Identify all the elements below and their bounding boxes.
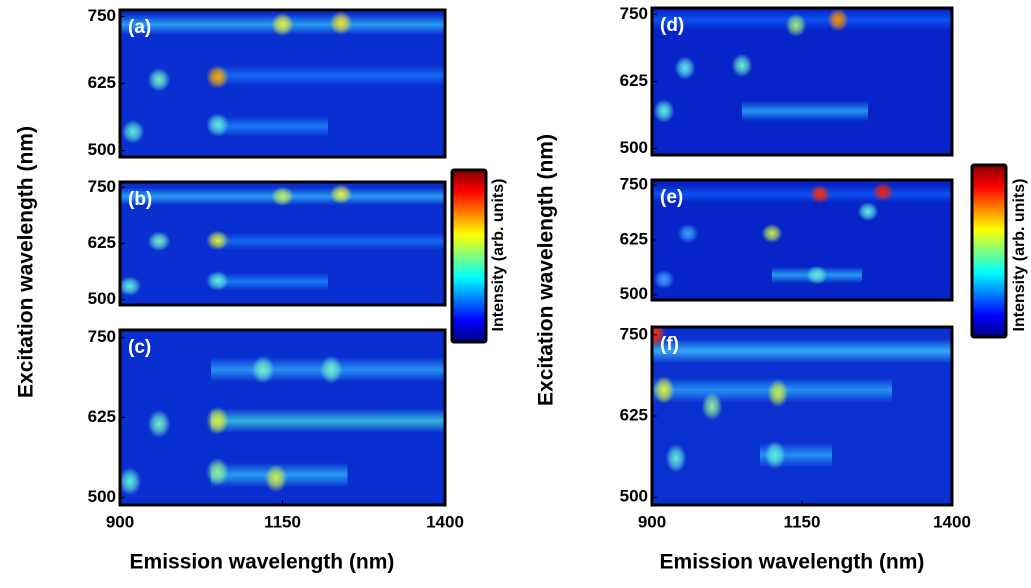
intensity-spot	[653, 375, 675, 405]
intensity-spot	[206, 457, 229, 486]
y-tick-label: 625	[620, 71, 648, 90]
colorbar-label: Intensity (arb. units)	[1011, 179, 1028, 332]
intensity-spot	[147, 231, 171, 252]
intensity-spot	[857, 201, 879, 222]
y-tick-label: 625	[88, 407, 116, 426]
colorbar	[970, 163, 1008, 339]
heatmap-panel	[652, 327, 952, 505]
intensity-spot	[206, 270, 229, 291]
y-tick-label: 500	[620, 487, 648, 506]
intensity-streak	[217, 273, 328, 291]
colorbar	[450, 168, 488, 344]
intensity-streak	[217, 65, 445, 86]
intensity-spot	[677, 223, 699, 244]
intensity-spot	[731, 53, 753, 78]
y-tick-label: 625	[620, 229, 648, 248]
intensity-spot	[206, 65, 229, 89]
panel-label: (d)	[660, 15, 684, 36]
y-tick-label: 500	[88, 487, 116, 506]
intensity-spot	[652, 327, 666, 348]
intensity-spot	[329, 184, 353, 204]
intensity-streak	[652, 338, 952, 364]
intensity-spot	[251, 355, 275, 384]
y-tick-label: 500	[88, 289, 116, 308]
panel-label: (b)	[128, 189, 152, 210]
intensity-spot	[319, 355, 343, 384]
panel-label: (f)	[660, 334, 679, 355]
intensity-streak	[217, 232, 445, 250]
colorbar-label: Intensity (arb. units)	[490, 179, 507, 332]
y-tick-label: 750	[620, 324, 648, 343]
y-tick-label: 750	[620, 175, 648, 194]
heatmap-panel	[120, 330, 445, 505]
x-tick-label: 1150	[264, 512, 301, 531]
y-tick-label: 750	[88, 6, 116, 25]
panel-label: (e)	[660, 187, 683, 208]
y-tick-label: 500	[620, 138, 648, 157]
heatmap-panel	[120, 182, 445, 305]
intensity-streak	[217, 116, 328, 137]
x-tick-label: 1400	[933, 512, 971, 531]
intensity-spot	[147, 67, 171, 92]
intensity-spot	[806, 265, 828, 285]
intensity-spot	[674, 56, 696, 80]
intensity-spot	[761, 223, 783, 244]
panel-label: (a)	[128, 17, 151, 38]
y-tick-label: 625	[88, 73, 116, 92]
intensity-spot	[271, 186, 294, 207]
intensity-spot	[206, 113, 229, 137]
intensity-spot	[665, 443, 687, 473]
x-tick-label: 1150	[784, 512, 821, 531]
intensity-spot	[120, 467, 142, 496]
panel-label: (c)	[128, 337, 151, 358]
x-tick-label: 900	[106, 512, 134, 531]
intensity-spot	[827, 8, 849, 32]
heatmap-panel	[120, 10, 445, 157]
intensity-streak	[742, 100, 868, 122]
intensity-spot	[120, 276, 142, 296]
intensity-streak	[211, 408, 445, 433]
x-axis-label: Emission wavelength (nm)	[660, 551, 925, 574]
intensity-spot	[206, 230, 229, 251]
intensity-spot	[701, 392, 723, 421]
intensity-spot	[271, 12, 294, 37]
y-tick-label: 500	[88, 140, 116, 159]
intensity-spot	[206, 406, 229, 435]
y-tick-label: 500	[620, 284, 648, 303]
intensity-spot	[785, 13, 807, 37]
y-tick-label: 750	[620, 4, 648, 23]
intensity-spot	[767, 379, 789, 408]
intensity-spot	[764, 440, 786, 470]
y-tick-label: 625	[620, 405, 648, 424]
x-axis-label: Emission wavelength (nm)	[130, 551, 395, 574]
y-tick-label: 750	[88, 327, 116, 346]
heatmap-panel	[652, 8, 952, 155]
intensity-spot	[872, 182, 894, 202]
y-axis-label: Excitation wavelength (nm)	[535, 134, 558, 406]
intensity-spot	[653, 269, 675, 290]
y-tick-label: 750	[88, 177, 116, 196]
intensity-spot	[264, 464, 288, 493]
intensity-streak	[652, 185, 952, 203]
intensity-spot	[653, 99, 675, 123]
heatmap-panel	[652, 180, 952, 300]
x-tick-label: 1400	[426, 512, 464, 531]
intensity-spot	[121, 120, 145, 144]
intensity-spot	[809, 184, 831, 204]
intensity-spot	[329, 11, 353, 35]
y-tick-label: 625	[88, 233, 116, 252]
intensity-spot	[147, 409, 171, 438]
x-tick-label: 900	[638, 512, 666, 531]
y-axis-label: Excitation wavelength (nm)	[15, 126, 38, 398]
